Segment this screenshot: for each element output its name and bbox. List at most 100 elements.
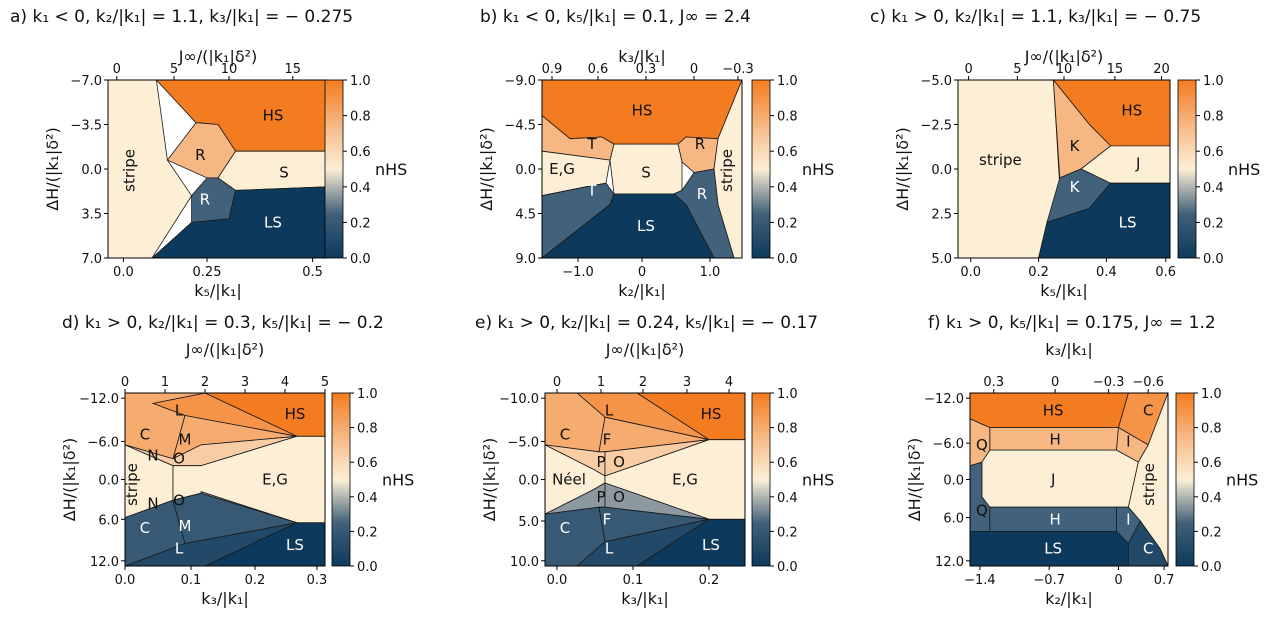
colorbar-tick-label: 0.0 — [1203, 252, 1224, 267]
x-tick-label: 0.1 — [623, 573, 644, 588]
region-label: stripe — [1140, 463, 1158, 506]
colorbar-tick-label: 0.2 — [1201, 525, 1222, 540]
top-tick-label: 4 — [725, 375, 733, 390]
region-label: I — [1126, 510, 1130, 528]
colorbar-tick-label: 1.0 — [1203, 74, 1224, 89]
top-tick-label: 5 — [321, 375, 329, 390]
top-tick-label: 0 — [113, 62, 121, 77]
region-label: O — [173, 491, 185, 509]
region-label: N — [147, 446, 158, 464]
y-tick-label: −5.0 — [920, 74, 952, 89]
y-axis-label: ΔH/(|k₁|δ²) — [480, 438, 499, 522]
region-label: K — [1070, 137, 1081, 155]
top-tick-label: 0 — [121, 375, 129, 390]
panel-params: k₁ > 0, k₂/|k₁| = 1.1, k₃/|k₁| = − 0.75 — [891, 7, 1201, 27]
top-axis-label: k₃/|k₁| — [618, 47, 666, 66]
top-tick-label: 3 — [241, 375, 249, 390]
region-label: O — [173, 450, 185, 468]
region-label: HS — [285, 405, 306, 423]
panel-label: e) — [475, 313, 498, 333]
colorbar — [1177, 79, 1197, 259]
panel-title: a) k₁ < 0, k₂/|k₁| = 1.1, k₃/|k₁| = − 0.… — [10, 7, 353, 27]
y-tick-label: 9.0 — [515, 252, 536, 267]
x-tick-label: 0.1 — [181, 573, 202, 588]
region-label: N — [147, 495, 158, 513]
region-label: Q — [976, 502, 988, 520]
colorbar-tick-label: 1.0 — [777, 387, 798, 402]
region-label: H — [1049, 510, 1060, 528]
y-tick-label: 0.0 — [518, 474, 539, 489]
x-tick-label: 0.2 — [1028, 265, 1049, 280]
x-axis-label: k₃/|k₁| — [621, 589, 669, 608]
y-tick-label: 6.0 — [943, 512, 964, 527]
top-tick-label: 0.3 — [983, 375, 1004, 390]
y-tick-label: −10.0 — [499, 392, 539, 407]
region-label: O — [613, 453, 625, 471]
y-tick-label: −9.0 — [504, 74, 536, 89]
top-axis-label: k₃/|k₁| — [1045, 340, 1093, 359]
colorbar — [751, 392, 771, 567]
region-label: C — [560, 426, 570, 444]
top-tick-label: 2 — [201, 375, 209, 390]
region-label: K — [1070, 178, 1081, 196]
x-tick-label: 0.2 — [699, 573, 720, 588]
top-tick-label: 5 — [1013, 62, 1021, 77]
panel-label: a) — [10, 7, 32, 27]
phase-region — [217, 150, 329, 191]
region-label: I — [1126, 432, 1130, 450]
colorbar — [331, 392, 351, 567]
region-label: O — [613, 488, 625, 506]
colorbar-tick-label: 0.8 — [777, 110, 798, 125]
top-axis-label: J∞/(|k₁|δ²) — [605, 340, 685, 359]
colorbar-tick-label: 0.8 — [357, 422, 378, 437]
top-tick-label: 0.6 — [588, 62, 609, 77]
region-label: C — [140, 426, 150, 444]
colorbar-tick-label: 1.0 — [1201, 387, 1222, 402]
region-label: P — [596, 453, 605, 471]
x-tick-label: 0.4 — [1096, 265, 1117, 280]
region-label: E,G — [549, 160, 575, 178]
colorbar-label: nHS — [802, 471, 834, 490]
colorbar — [751, 79, 771, 259]
y-tick-label: −4.5 — [504, 119, 536, 134]
colorbar-label: nHS — [1228, 160, 1260, 179]
x-tick-label: 0.25 — [193, 265, 222, 280]
y-tick-label: 3.5 — [81, 208, 102, 223]
colorbar-label: nHS — [1226, 471, 1258, 490]
top-tick-label: 0.9 — [542, 62, 563, 77]
colorbar-tick-label: 0.0 — [777, 560, 798, 575]
top-tick-label: −0.3 — [1093, 375, 1125, 390]
top-tick-label: 0.3 — [636, 62, 657, 77]
region-label: LS — [637, 217, 655, 235]
colorbar-tick-label: 0.6 — [777, 456, 798, 471]
top-tick-label: 0 — [690, 62, 698, 77]
colorbar-tick-label: 0.6 — [357, 456, 378, 471]
colorbar-tick-label: 0.0 — [357, 560, 378, 575]
top-tick-label: 10 — [1056, 62, 1073, 77]
panel-params: k₁ > 0, k₂/|k₁| = 0.24, k₅/|k₁| = − 0.17 — [498, 313, 819, 333]
colorbar-tick-label: 0.8 — [350, 110, 371, 125]
x-tick-label: 0.5 — [302, 265, 323, 280]
x-axis-label: k₃/|k₁| — [201, 589, 249, 608]
x-tick-label: 0.0 — [547, 573, 568, 588]
panel-label: d) — [62, 313, 85, 333]
x-axis-label: k₅/|k₁| — [1040, 281, 1088, 300]
y-tick-label: −12.0 — [79, 392, 119, 407]
colorbar-tick-label: 0.4 — [777, 181, 798, 196]
y-tick-label: −12.0 — [924, 392, 964, 407]
panel-label: f) — [928, 313, 946, 333]
panel-label: b) — [480, 7, 503, 27]
region-label: Q — [976, 436, 988, 454]
x-tick-label: 0.3 — [307, 573, 328, 588]
top-tick-label: 10 — [221, 62, 238, 77]
region-label: F — [603, 431, 612, 449]
region-label: E,G — [262, 471, 288, 489]
region-label: C — [1143, 401, 1153, 419]
region-label: HS — [701, 405, 722, 423]
top-tick-label: 20 — [1153, 62, 1170, 77]
colorbar-tick-label: 0.4 — [350, 181, 371, 196]
top-axis-label: J∞/(|k₁|δ²) — [185, 340, 265, 359]
colorbar — [1175, 392, 1195, 567]
colorbar-tick-label: 0.2 — [1203, 216, 1224, 231]
x-tick-label: 0 — [638, 265, 646, 280]
